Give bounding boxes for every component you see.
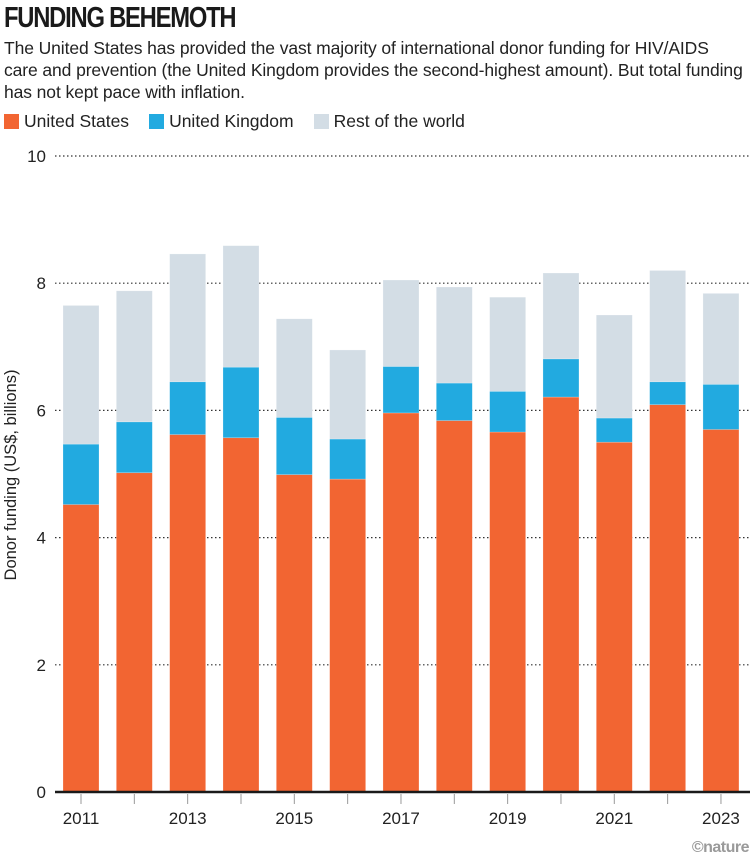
y-tick-label: 8 [37,274,46,293]
bar-united-states-2023 [702,429,740,793]
bar-group-2018 [436,286,473,793]
bar-group-2015 [276,318,313,793]
x-tick-label: 2015 [275,809,313,828]
x-tick-label: 2019 [489,809,527,828]
y-tick-label: 2 [37,656,46,675]
bar-united-kingdom-2022 [649,381,686,405]
bar-united-states-2021 [595,441,633,793]
x-tick-label: 2023 [702,809,740,828]
bar-group-2020 [542,272,580,793]
bar-group-2017 [382,279,420,793]
bar-rest-of-the-world-2017 [382,279,420,367]
bar-rest-of-the-world-2020 [542,272,580,360]
bar-group-2014 [222,245,260,793]
bar-united-states-2013 [169,434,206,793]
x-tick-label: 2021 [595,809,633,828]
bar-united-kingdom-2021 [595,417,633,443]
bars [62,245,740,793]
x-tick-label: 2011 [63,809,100,828]
bar-united-kingdom-2013 [169,381,206,435]
bar-group-2021 [595,314,633,793]
legend: United States United Kingdom Rest of the… [4,111,485,132]
bar-rest-of-the-world-2023 [702,293,740,385]
bar-group-2011 [62,305,100,793]
bar-united-states-2019 [489,431,526,793]
bar-rest-of-the-world-2022 [649,270,686,383]
legend-item-rest-of-world: Rest of the world [313,111,465,132]
bar-group-2022 [649,270,686,793]
bar-united-kingdom-2019 [489,391,526,433]
bar-united-states-2018 [436,420,473,793]
bar-united-states-2012 [116,472,153,793]
bar-rest-of-the-world-2014 [222,245,260,368]
bar-rest-of-the-world-2021 [595,314,633,419]
bar-united-states-2020 [542,396,580,793]
x-axis: 2011 2013 2015 2017 2019 2021 2023 [55,790,750,828]
legend-item-united-kingdom: United Kingdom [149,111,294,132]
bar-united-kingdom-2011 [62,443,100,505]
bar-united-states-2016 [329,478,366,793]
legend-label-rest-of-world: Rest of the world [333,111,465,131]
bar-group-2012 [116,290,153,793]
bar-united-kingdom-2023 [702,384,740,430]
y-axis-ticks: 0 2 4 6 8 10 [27,147,46,802]
x-tick-label: 2017 [382,809,420,828]
legend-swatch-rest-of-world [313,114,329,129]
legend-label-united-states: United States [24,111,130,131]
bar-rest-of-the-world-2011 [62,305,100,445]
y-tick-label: 0 [37,783,46,802]
bar-group-2019 [489,296,526,793]
y-axis-title: Donor funding (US$, billions) [2,370,20,581]
bar-group-2023 [702,293,740,793]
bar-united-kingdom-2017 [382,366,420,414]
chart-subtitle: The United States has provided the vast … [4,38,743,102]
bar-rest-of-the-world-2016 [329,349,366,440]
bar-united-states-2015 [276,474,313,793]
bar-united-kingdom-2014 [222,366,260,439]
bar-united-kingdom-2020 [542,358,580,398]
bar-rest-of-the-world-2013 [169,253,206,383]
bar-united-states-2022 [649,404,686,793]
y-tick-label: 6 [37,401,46,420]
bar-united-states-2017 [382,412,420,793]
legend-item-united-states: United States [4,111,129,132]
bar-united-kingdom-2012 [116,421,153,474]
bar-united-states-2011 [62,504,100,793]
bar-united-states-2014 [222,437,260,793]
x-tick-label: 2013 [169,809,207,828]
bar-united-kingdom-2015 [276,417,313,475]
bar-united-kingdom-2016 [329,438,366,480]
bar-united-kingdom-2018 [436,382,473,421]
legend-swatch-united-kingdom [149,114,165,129]
bar-rest-of-the-world-2012 [116,290,153,423]
bar-rest-of-the-world-2015 [276,318,313,418]
bar-group-2016 [329,349,366,793]
chart-title: FUNDING BEHEMOTH [4,2,237,34]
y-tick-label: 4 [37,529,46,548]
y-tick-label: 10 [27,147,46,166]
legend-swatch-united-states [4,114,19,129]
bar-rest-of-the-world-2019 [489,296,526,392]
nature-credit: ©nature [691,839,750,856]
bar-rest-of-the-world-2018 [436,286,473,384]
legend-label-united-kingdom: United Kingdom [169,111,294,131]
bar-group-2013 [169,253,206,793]
